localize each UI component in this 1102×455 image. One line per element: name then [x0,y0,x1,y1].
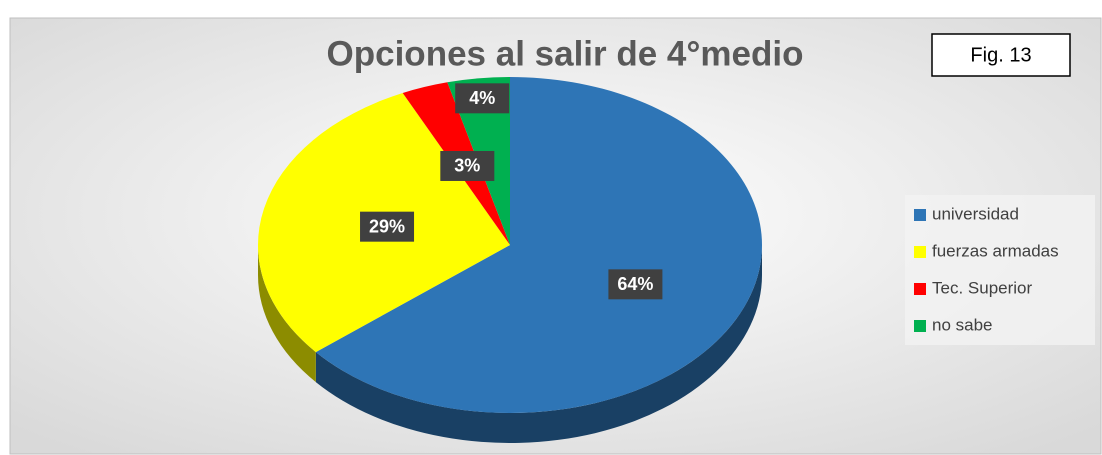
data-label-box [440,150,495,181]
legend-swatch [914,283,926,295]
legend-label: Tec. Superior [932,278,1032,297]
data-label-box [455,83,510,114]
data-label-box [608,269,663,300]
annotation: Fig. 13 [970,44,1031,66]
legend-box [905,195,1095,345]
data-label: 29% [369,216,405,236]
legend-label: no sabe [932,315,993,334]
annotation-box [931,33,1071,77]
data-label: 4% [469,88,495,108]
data-label-box [360,211,415,242]
legend-label: fuerzas armadas [932,241,1059,260]
legend-label: universidad [932,204,1019,223]
slice-side [315,245,762,443]
slice-side [258,245,316,383]
data-label: 3% [454,156,480,176]
slice [315,77,762,413]
legend-swatch [914,246,926,258]
data-label: 64% [617,274,653,294]
chart-title: Opciones al salir de 4°medio [327,34,804,73]
legend-swatch [914,209,926,221]
legend-swatch [914,320,926,332]
